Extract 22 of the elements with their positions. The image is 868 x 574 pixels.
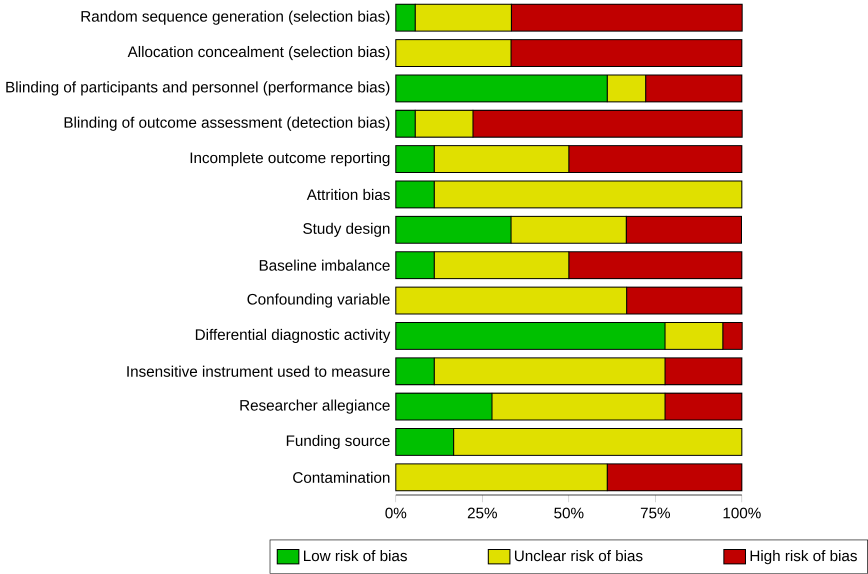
x-tick-label: 50%	[554, 508, 584, 518]
y-tick-label: Insensitive instrument used to measure	[127, 366, 390, 377]
y-tick-label: Baseline imbalance	[260, 260, 390, 271]
x-tick-label: 75%	[640, 508, 670, 518]
y-tick-label: Incomplete outcome reporting	[190, 152, 390, 166]
y-tick-label: Allocation concealment (selection bias)	[128, 46, 390, 60]
y-tick-label: Contamination	[293, 472, 390, 484]
legend-label: High risk of bias	[750, 550, 857, 564]
y-tick-label: Random sequence generation (selection bias)	[82, 10, 390, 25]
y-tick-label: Study design	[303, 222, 390, 238]
y-tick-label: Attrition bias	[306, 188, 390, 200]
legend-label: Low risk of bias	[304, 550, 407, 562]
y-tick-label: Differential diagnostic activity	[196, 328, 390, 344]
legend-label: Unclear risk of bias	[514, 550, 642, 562]
y-tick-label: Blinding of outcome assessment (detection bias)	[64, 116, 390, 131]
y-tick-label: Researcher allegiance	[240, 400, 390, 414]
y-tick-label: Funding source	[286, 434, 390, 450]
x-tick-label: 0%	[385, 508, 406, 518]
y-tick-label: Confounding variable	[247, 294, 390, 308]
y-tick-label: Blinding of participants and personnel (performance bias)	[6, 81, 390, 96]
x-tick-label: 25%	[468, 508, 497, 518]
x-tick-label: 100%	[724, 508, 761, 518]
